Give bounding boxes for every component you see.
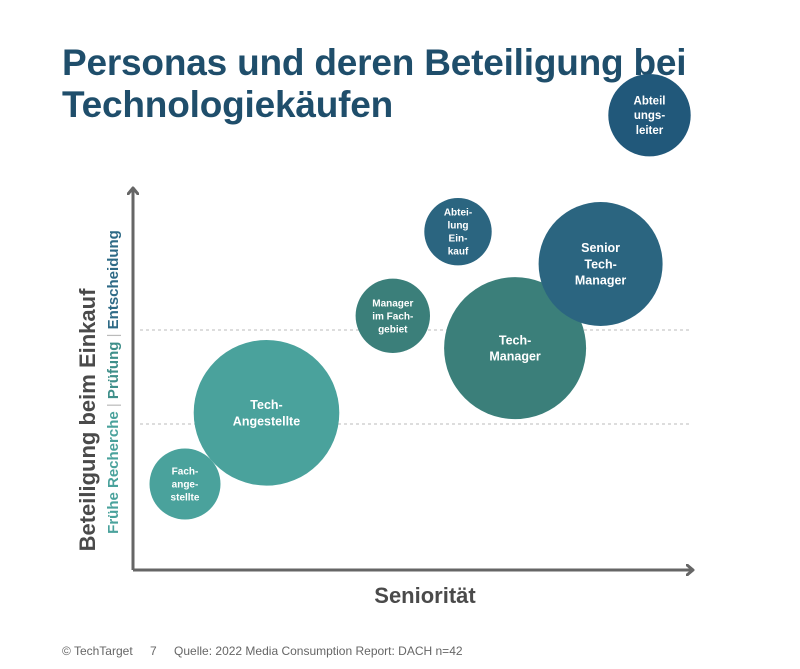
y-stage-3: Entscheidung (105, 230, 122, 329)
page-title: Personas und deren Beteiligung bei Techn… (62, 42, 687, 125)
bubble-1: Fach-ange-stellte (149, 448, 221, 520)
bubble-label: Tech-Manager (489, 333, 541, 363)
copyright: © TechTarget (62, 644, 133, 658)
bubble-circle (193, 340, 340, 486)
bubble-7: Abteil ungs-leiter (608, 74, 691, 157)
y-stage-2: Prüfung (105, 342, 122, 400)
source-note: Quelle: 2022 Media Consumption Report: D… (174, 644, 463, 658)
footer: © TechTarget 7 Quelle: 2022 Media Consum… (62, 644, 477, 658)
bubble-circle (424, 198, 492, 266)
bubble-circle (608, 74, 691, 157)
bubble-circle (149, 448, 221, 520)
y-stage-separator: | (105, 329, 122, 341)
bubble-circle (444, 277, 587, 420)
bubble-2: Tech-Angestellte (193, 340, 340, 486)
y-axis-stages: Frühe Recherche | Prüfung | Entscheidung (105, 230, 122, 534)
bubble-circle (538, 202, 663, 326)
bubble-label: Senior Tech-Manager (575, 241, 627, 288)
page-number: 7 (150, 644, 157, 658)
bubbles-layer: Fach-ange-stellte Tech-Angestellte Manager… (149, 74, 691, 520)
bubble-4: Abtei-lung Ein-kauf (424, 198, 492, 266)
y-stage-separator: | (105, 399, 122, 411)
y-axis-stage-labels: Frühe Recherche | Prüfung | Entscheidung (105, 230, 122, 534)
bubble-label: Fach-ange-stellte (171, 467, 200, 504)
y-stage-1: Frühe Recherche (105, 411, 122, 534)
bubble-label: Tech-Angestellte (233, 398, 300, 428)
bubble-6: Senior Tech-Manager (538, 202, 663, 326)
y-axis-label: Beteiligung beim Einkauf (75, 288, 100, 551)
bubble-label: Abteil ungs-leiter (634, 95, 666, 137)
bubble-5: Tech-Manager (444, 277, 587, 420)
bubble-label: Manager im Fach-gebiet (372, 298, 413, 335)
x-axis-label: Seniorität (374, 583, 476, 608)
bubble-label: Abtei-lung Ein-kauf (444, 208, 472, 258)
bubble-circle (355, 278, 430, 353)
bubble-3: Manager im Fach-gebiet (355, 278, 430, 353)
